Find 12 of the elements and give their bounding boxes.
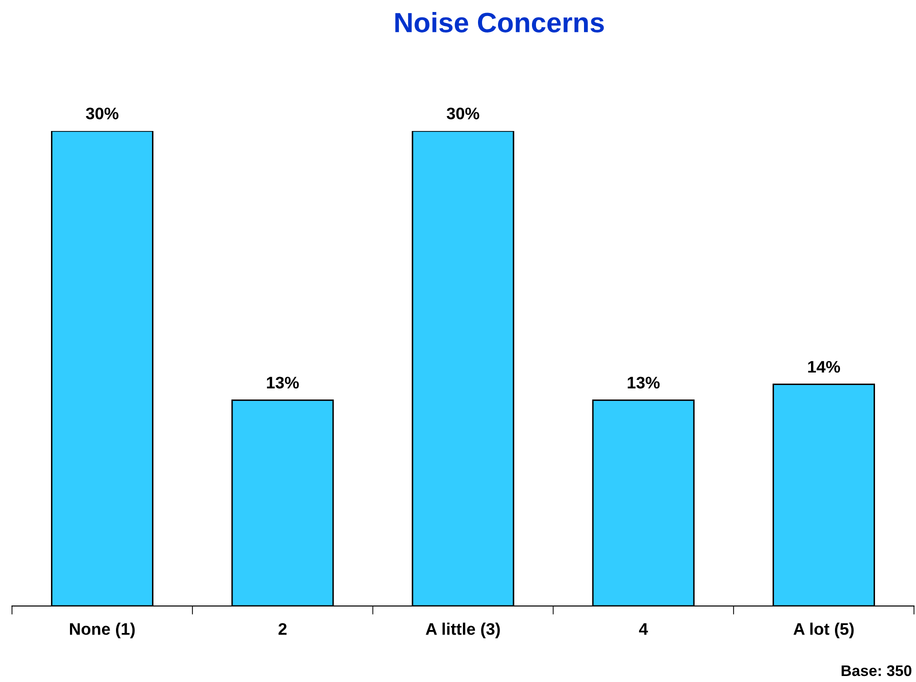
x-tick-label: A lot (5) [794, 622, 854, 638]
data-label: 30% [446, 108, 480, 120]
chart-title: Noise Concerns [395, 12, 604, 32]
x-tick-label: A little (3) [426, 622, 500, 638]
text: Base: 350 [842, 665, 912, 676]
data-label: 30% [86, 108, 118, 120]
x-tick-label: None (1) [70, 622, 135, 638]
data-label: 13% [266, 376, 299, 389]
data-label: 13% [628, 376, 660, 389]
data-label: 14% [808, 360, 840, 373]
x-tick-label: 4 [639, 623, 648, 635]
x-tick-label: 2 [278, 623, 287, 635]
